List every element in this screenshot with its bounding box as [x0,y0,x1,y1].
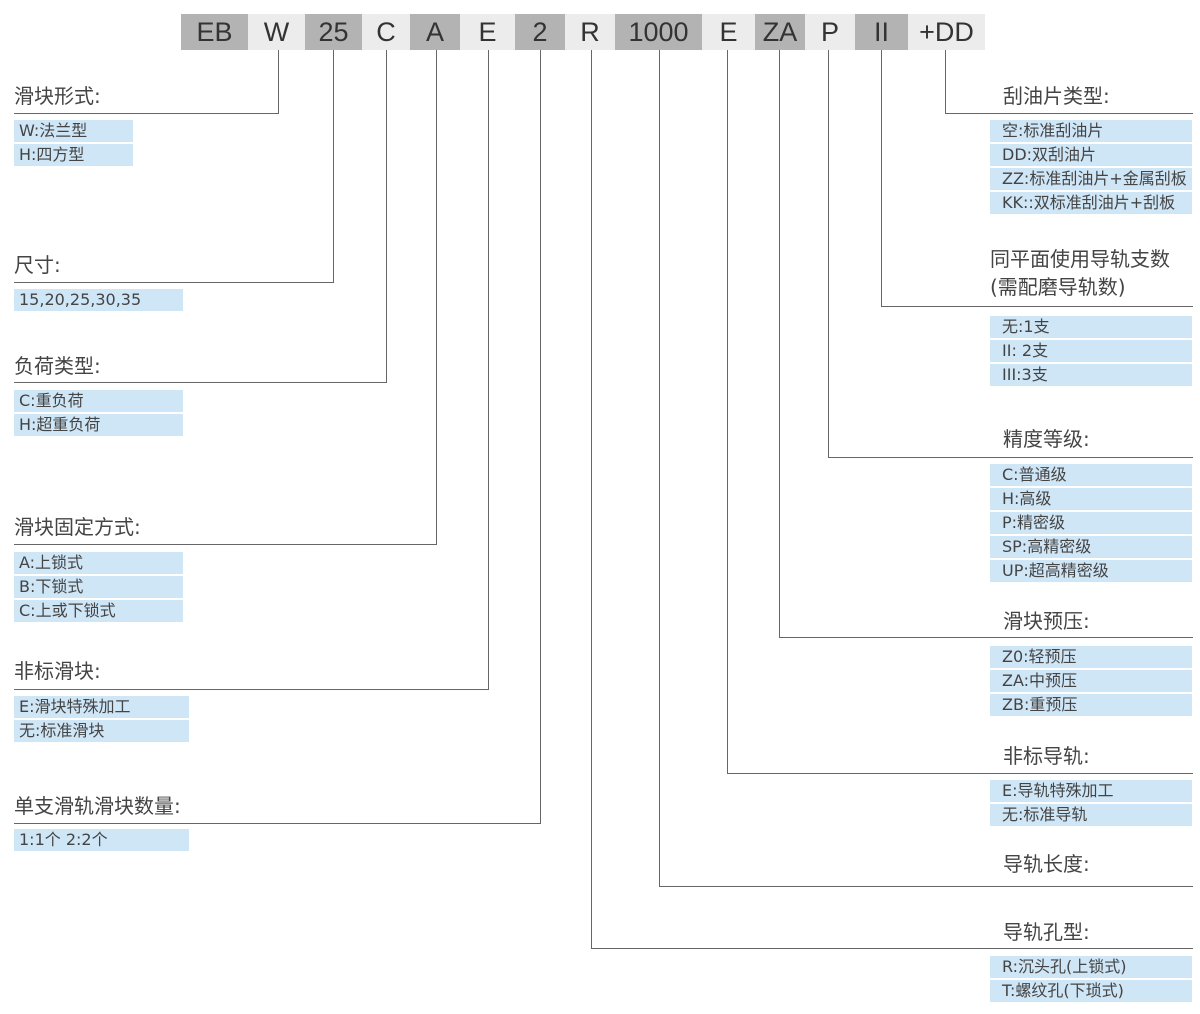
connector-line [659,50,660,886]
connector-line [591,948,1193,949]
code-segment: ZA [755,14,805,50]
connector-line [278,50,279,113]
group-title: 滑块固定方式: [14,515,141,539]
code-segment: EB [181,14,248,50]
option-item: H:超重负荷 [14,414,183,436]
option-item: ZB:重预压 [990,694,1192,716]
connector-line [14,382,387,383]
group-title: 负荷类型: [14,354,101,378]
code-segment: E [460,14,515,50]
connector-line [14,113,279,114]
connector-line [779,50,780,637]
option-item: E:滑块特殊加工 [14,696,189,718]
option-item: 无:1支 [990,316,1192,338]
option-item: UP:超高精密级 [990,560,1192,582]
connector-line [828,50,829,457]
option-item: W:法兰型 [14,120,133,142]
connector-line [540,50,541,823]
group-title: 非标滑块: [14,659,101,683]
connector-line [779,637,1193,638]
option-item: A:上锁式 [14,552,183,574]
group-title: 导轨孔型: [1003,920,1090,944]
option-item: E:导轨特殊加工 [990,780,1192,802]
group-title: 滑块形式: [14,84,101,108]
option-item: B:下锁式 [14,576,183,598]
option-item: 无:标准滑块 [14,720,189,742]
connector-line [386,50,387,382]
option-item: P:精密级 [990,512,1192,534]
code-segment: 1000 [615,14,702,50]
group-title: 精度等级: [1003,427,1090,451]
code-segment: R [565,14,615,50]
code-segment: W [248,14,305,50]
option-item: DD:双刮油片 [990,144,1192,166]
connector-line [659,886,1193,887]
option-item: C:上或下锁式 [14,600,183,622]
option-item: R:沉头孔(上锁式) [990,956,1192,978]
connector-line [727,50,728,773]
group-subtitle: (需配磨导轨数) [990,275,1126,299]
connector-line [828,457,1193,458]
option-item: II: 2支 [990,340,1192,362]
connector-line [14,282,334,283]
code-segment: E [702,14,755,50]
option-item: SP:高精密级 [990,536,1192,558]
connector-line [881,306,1193,307]
connector-line [727,773,1193,774]
group-title: 刮油片类型: [1003,84,1110,108]
option-item: ZZ:标准刮油片+金属刮板 [990,168,1192,190]
option-item: H:高级 [990,488,1192,510]
group-title: 非标导轨: [1003,744,1090,768]
option-item: 1:1个 2:2个 [14,829,189,851]
option-item: KK::双标准刮油片+刮板 [990,192,1192,214]
option-item: T:螺纹孔(下琐式) [990,980,1192,1002]
connector-line [881,50,882,306]
option-item: ZA:中预压 [990,670,1192,692]
group-title: 单支滑轨滑块数量: [14,794,181,818]
option-item: 空:标准刮油片 [990,120,1192,142]
group-title: 尺寸: [14,253,61,277]
connector-line [488,50,489,689]
group-title: 同平面使用导轨支数 [990,247,1170,271]
connector-line [333,50,334,282]
code-segment: II [855,14,908,50]
connector-line [436,50,437,544]
option-item: C:普通级 [990,464,1192,486]
group-title: 滑块预压: [1003,609,1090,633]
option-item: 无:标准导轨 [990,804,1192,826]
option-item: C:重负荷 [14,390,183,412]
option-item: III:3支 [990,364,1192,386]
group-title: 导轨长度: [1003,852,1090,876]
code-segment: 2 [515,14,565,50]
connector-line [945,113,1193,114]
code-segment: 25 [305,14,362,50]
connector-line [591,50,592,948]
code-segment: P [805,14,855,50]
connector-line [14,689,489,690]
option-item: H:四方型 [14,144,133,166]
code-segment: A [410,14,460,50]
code-segment: C [362,14,410,50]
option-item: Z0:轻预压 [990,646,1192,668]
connector-line [14,823,541,824]
option-item: 15,20,25,30,35 [14,289,183,311]
code-segment: +DD [908,14,985,50]
connector-line [14,544,437,545]
connector-line [945,50,946,113]
